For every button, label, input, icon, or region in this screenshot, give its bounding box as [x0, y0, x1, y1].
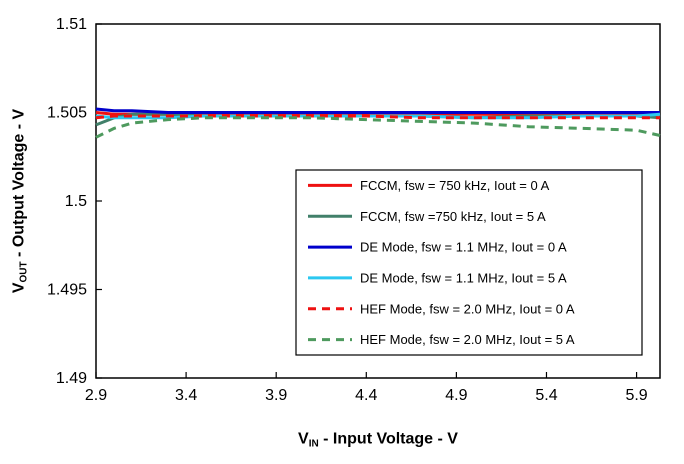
series-line-4 [95, 114, 660, 120]
legend-box [295, 169, 643, 356]
x-tick-label: 5.9 [625, 387, 647, 404]
x-tick-label: 5.4 [535, 387, 557, 404]
legend-label-1: FCCM, fsw =750 kHz, Iout = 5 A [360, 209, 546, 224]
x-tick-label: 3.4 [175, 387, 197, 404]
x-axis-title-prefix: V [298, 430, 309, 448]
y-tick-label: 1.49 [56, 370, 87, 387]
y-tick-label: 1.51 [56, 16, 87, 33]
legend-label-5: HEF Mode, fsw = 2.0 MHz, Iout = 5 A [360, 332, 575, 347]
x-axis-title: VIN - Input Voltage - V [298, 431, 458, 450]
y-axis-title-subscript: OUT [18, 261, 30, 283]
x-tick-label: 2.9 [85, 387, 107, 404]
y-tick-label: 1.495 [47, 282, 87, 299]
y-axis-title: VOUT - Output Voltage - V [11, 109, 30, 293]
y-axis-title-prefix: V [10, 282, 28, 294]
y-tick-label: 1.5 [65, 193, 87, 210]
legend-label-3: DE Mode, fsw = 1.1 MHz, Iout = 5 A [360, 270, 567, 285]
x-axis-title-rest: - Input Voltage - V [318, 430, 458, 448]
y-axis-title-rest: - Output Voltage - V [10, 108, 28, 262]
x-axis-title-subscript: IN [308, 438, 319, 450]
x-tick-label: 3.9 [265, 387, 287, 404]
series-line-2 [95, 107, 660, 114]
series-line-5 [95, 116, 661, 139]
x-tick-label: 4.4 [355, 387, 377, 404]
y-tick-label: 1.505 [47, 105, 87, 122]
legend-label-0: FCCM, fsw = 750 kHz, Iout = 0 A [360, 178, 550, 193]
x-tick-label: 4.9 [445, 387, 467, 404]
legend-label-2: DE Mode, fsw = 1.1 MHz, Iout = 0 A [360, 240, 567, 255]
legend-label-4: HEF Mode, fsw = 2.0 MHz, Iout = 0 A [360, 301, 575, 316]
